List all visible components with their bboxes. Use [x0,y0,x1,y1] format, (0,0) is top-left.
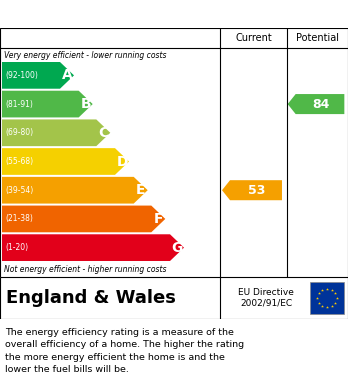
Text: 53: 53 [248,184,265,197]
Text: G: G [171,240,183,255]
Text: EU Directive
2002/91/EC: EU Directive 2002/91/EC [238,288,294,308]
Text: E: E [136,183,145,197]
Text: A: A [62,68,72,83]
Polygon shape [2,62,74,89]
Text: Very energy efficient - lower running costs: Very energy efficient - lower running co… [4,50,166,59]
Bar [310,282,344,314]
Text: England & Wales: England & Wales [6,289,176,307]
Text: Energy Efficiency Rating: Energy Efficiency Rating [60,5,288,23]
Polygon shape [2,119,110,146]
Polygon shape [2,206,165,232]
Text: (81-91): (81-91) [5,100,33,109]
Polygon shape [2,91,93,117]
Polygon shape [222,180,282,200]
Text: F: F [153,212,163,226]
Text: C: C [98,126,109,140]
Text: B: B [80,97,91,111]
Text: 84: 84 [312,98,329,111]
Polygon shape [288,94,344,114]
Text: (1-20): (1-20) [5,243,28,252]
Text: (21-38): (21-38) [5,214,33,223]
Polygon shape [2,234,184,261]
Text: (55-68): (55-68) [5,157,33,166]
Text: The energy efficiency rating is a measure of the
overall efficiency of a home. T: The energy efficiency rating is a measur… [5,328,244,374]
Text: (92-100): (92-100) [5,71,38,80]
Text: (69-80): (69-80) [5,128,33,137]
Polygon shape [2,148,129,175]
Text: Current: Current [235,33,272,43]
Text: Potential: Potential [296,33,339,43]
Text: (39-54): (39-54) [5,186,33,195]
Polygon shape [2,177,148,204]
Text: Not energy efficient - higher running costs: Not energy efficient - higher running co… [4,265,166,274]
Text: D: D [116,154,128,169]
